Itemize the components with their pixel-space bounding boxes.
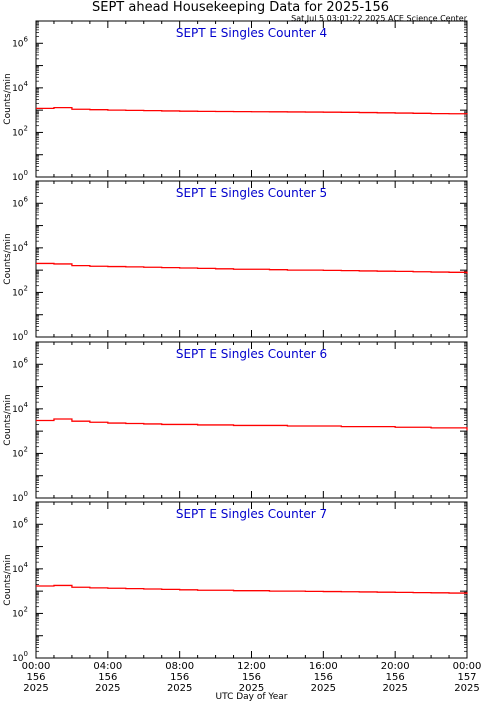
y-tick-label: 102	[12, 284, 28, 298]
x-tick-label: 2025	[454, 683, 479, 694]
x-tick-label: 16:00	[309, 661, 338, 672]
x-tick-label: 156	[242, 672, 261, 683]
y-axis-label: Counts/min	[3, 554, 13, 605]
y-tick-label: 106	[12, 35, 28, 49]
plot-frame	[35, 180, 468, 338]
x-tick-label: 2025	[95, 683, 120, 694]
x-tick-label: 156	[386, 672, 405, 683]
y-tick-label: 104	[12, 401, 28, 415]
y-tick-label: 102	[12, 124, 28, 138]
plot-frame	[35, 341, 468, 499]
x-tick-label: 156	[98, 672, 117, 683]
panel-title: SEPT E Singles Counter 5	[176, 186, 327, 200]
series-line	[36, 418, 468, 431]
x-tick-label: 2025	[23, 683, 48, 694]
y-tick-label: 104	[12, 240, 28, 254]
x-tick-label: 00:00	[453, 661, 481, 672]
x-tick-label: 156	[314, 672, 333, 683]
panel-title: SEPT E Singles Counter 7	[176, 507, 327, 521]
x-tick-label: 2025	[382, 683, 407, 694]
y-tick-label: 106	[12, 356, 28, 370]
x-tick-label: 156	[170, 672, 189, 683]
y-tick-label: 100	[12, 650, 28, 664]
x-tick-label: 12:00	[237, 661, 266, 672]
x-tick-label: 00:00	[22, 661, 51, 672]
series-line	[36, 262, 468, 274]
x-tick-label: 156	[26, 672, 45, 683]
series-line	[36, 584, 468, 594]
series-line	[36, 106, 468, 115]
timestamp: Sat Jul 5 03:01:22 2025 ACE Science Cent…	[291, 14, 467, 23]
y-tick-label: 100	[12, 329, 28, 343]
y-tick-label: 102	[12, 445, 28, 459]
plot-frame	[35, 501, 468, 659]
x-tick-label: 2025	[167, 683, 192, 694]
y-tick-label: 100	[12, 490, 28, 504]
x-tick-label: 08:00	[165, 661, 194, 672]
x-tick-label: 20:00	[381, 661, 410, 672]
y-tick-label: 104	[12, 80, 28, 94]
y-tick-label: 100	[12, 169, 28, 183]
panel-title: SEPT E Singles Counter 4	[176, 26, 327, 40]
page-title: SEPT ahead Housekeeping Data for 2025-15…	[92, 0, 389, 15]
y-tick-label: 102	[12, 605, 28, 619]
y-axis-label: Counts/min	[3, 233, 13, 284]
x-tick-label: 2025	[311, 683, 336, 694]
y-tick-label: 104	[12, 561, 28, 575]
y-tick-label: 106	[12, 516, 28, 530]
y-axis-label: Counts/min	[3, 394, 13, 445]
x-axis-label: UTC Day of Year	[216, 692, 288, 702]
y-axis-label: Counts/min	[3, 73, 13, 124]
x-tick-label: 04:00	[93, 661, 122, 672]
panel-title: SEPT E Singles Counter 6	[176, 347, 327, 361]
x-tick-label: 2025	[239, 683, 264, 694]
y-tick-label: 106	[12, 195, 28, 209]
x-tick-label: 157	[457, 672, 476, 683]
plot-frame	[35, 20, 468, 178]
